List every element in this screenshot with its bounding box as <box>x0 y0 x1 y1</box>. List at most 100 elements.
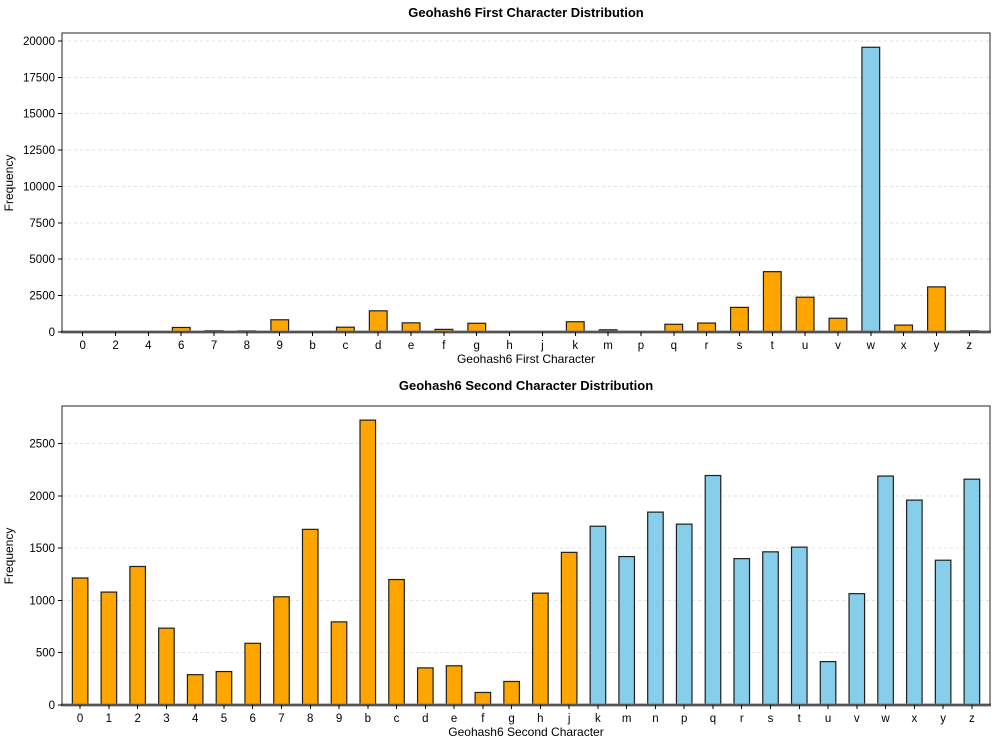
x-tick-label: 5 <box>221 713 227 725</box>
x-tick-label: x <box>911 713 917 725</box>
x-tick-label: 1 <box>106 713 112 725</box>
x-tick-label: f <box>442 340 446 352</box>
x-tick-label: 9 <box>277 340 283 352</box>
bar-k <box>565 321 585 333</box>
x-tick-label: 6 <box>250 713 256 725</box>
y-axis-title: Frequency <box>2 155 16 212</box>
bar-w <box>877 475 894 706</box>
bar-e <box>445 665 463 706</box>
y-tick-label: 1000 <box>29 595 55 607</box>
x-tick-label: n <box>652 713 658 725</box>
bar-u <box>795 296 815 333</box>
bar-u <box>819 661 837 706</box>
y-tick-label: 0 <box>49 700 55 712</box>
bar-b <box>359 419 377 706</box>
x-tick-label: y <box>940 713 946 725</box>
x-tick-label: m <box>622 713 632 725</box>
bar-m <box>618 555 636 706</box>
bar-2 <box>129 565 147 706</box>
x-tick-label: s <box>768 713 774 725</box>
x-tick-label: u <box>802 340 808 352</box>
x-tick-label: v <box>854 713 860 725</box>
x-tick-label: u <box>825 713 831 725</box>
bar-y <box>934 559 952 706</box>
y-tick-label: 500 <box>36 648 55 660</box>
x-tick-label: k <box>572 340 578 352</box>
x-tick-label: q <box>671 340 677 352</box>
bar-h <box>532 592 549 706</box>
x-tick-label: f <box>481 713 485 725</box>
bar-n <box>647 511 664 706</box>
bar-y <box>927 286 946 333</box>
bar-v <box>828 317 848 333</box>
y-tick-label: 0 <box>49 327 55 339</box>
x-tick-label: k <box>595 713 601 725</box>
bar-z <box>963 478 981 706</box>
plot-area-first-char: 0 2500 5000 7500 10000 12500 15000 17500 20000 0 2… <box>23 32 991 352</box>
x-tick-label: z <box>969 713 975 725</box>
bar-d <box>416 667 434 706</box>
x-tick-label: y <box>934 340 940 352</box>
x-tick-label: v <box>835 340 841 352</box>
x-tick-label: d <box>375 340 381 352</box>
bar-d <box>368 310 388 333</box>
bar-r <box>733 558 751 706</box>
y-tick-label: 12500 <box>23 145 55 157</box>
x-tick-label: h <box>537 713 543 725</box>
y-tick-label: 2500 <box>29 291 55 303</box>
x-tick-label: m <box>603 340 613 352</box>
x-tick-label: 0 <box>79 340 85 352</box>
chart-title: Geohash6 Second Character Distribution <box>399 378 653 393</box>
x-tick-label: d <box>422 713 428 725</box>
second-char-bar-chart: 0 500 1000 1500 2000 2500 0 1 2 3 4 5 6 7 8 9 b c d e f g h j k m… <box>2 378 991 739</box>
bar-x <box>905 499 923 706</box>
bar-8 <box>301 528 319 706</box>
x-tick-label: 7 <box>278 713 284 725</box>
bar-s <box>762 551 779 706</box>
bar-1 <box>100 591 118 706</box>
x-tick-label: c <box>343 340 349 352</box>
bar-s <box>729 306 749 333</box>
y-tick-label: 5000 <box>29 254 55 266</box>
x-tick-label: r <box>740 713 744 725</box>
x-tick-label: 2 <box>112 340 118 352</box>
x-tick-label: p <box>638 340 644 352</box>
x-tick-label: z <box>966 340 972 352</box>
x-tick-label: 4 <box>145 340 152 352</box>
bar-q <box>704 474 722 706</box>
bar-9 <box>270 319 290 333</box>
x-tick-label: 8 <box>307 713 313 725</box>
x-tick-label: s <box>737 340 743 352</box>
bar-e <box>401 322 421 333</box>
bar-g <box>467 322 487 333</box>
x-tick-label: j <box>540 340 544 352</box>
bar-w <box>861 46 881 333</box>
x-tick-label: t <box>771 340 775 352</box>
bar-t <box>790 546 808 706</box>
x-tick-label: 4 <box>192 713 199 725</box>
plot-border <box>61 32 991 333</box>
x-tick-label: w <box>866 340 876 352</box>
x-tick-label: g <box>474 340 480 352</box>
bar-v <box>848 593 866 706</box>
chart-title: Geohash6 First Character Distribution <box>408 5 644 20</box>
x-tick-label: q <box>710 713 716 725</box>
x-tick-label: x <box>901 340 907 352</box>
x-tick-label: g <box>508 713 514 725</box>
x-tick-label: w <box>880 713 890 725</box>
x-tick-label: h <box>506 340 512 352</box>
bar-g <box>503 680 520 706</box>
x-tick-label: r <box>705 340 709 352</box>
x-tick-label: 3 <box>163 713 169 725</box>
x-tick-label: e <box>408 340 414 352</box>
y-tick-label: 15000 <box>23 109 55 121</box>
y-axis-title: Frequency <box>2 528 16 585</box>
bar-6 <box>244 642 262 706</box>
y-tick-label: 17500 <box>23 72 55 84</box>
plot-border <box>61 405 991 706</box>
x-tick-label: 9 <box>336 713 342 725</box>
bar-r <box>697 322 717 333</box>
x-tick-label: b <box>365 713 371 725</box>
x-axis-title: Geohash6 First Character <box>457 352 595 366</box>
chart-geohash6-first-character: 0 2500 5000 7500 10000 12500 15000 17500 20000 0 2… <box>2 5 991 366</box>
